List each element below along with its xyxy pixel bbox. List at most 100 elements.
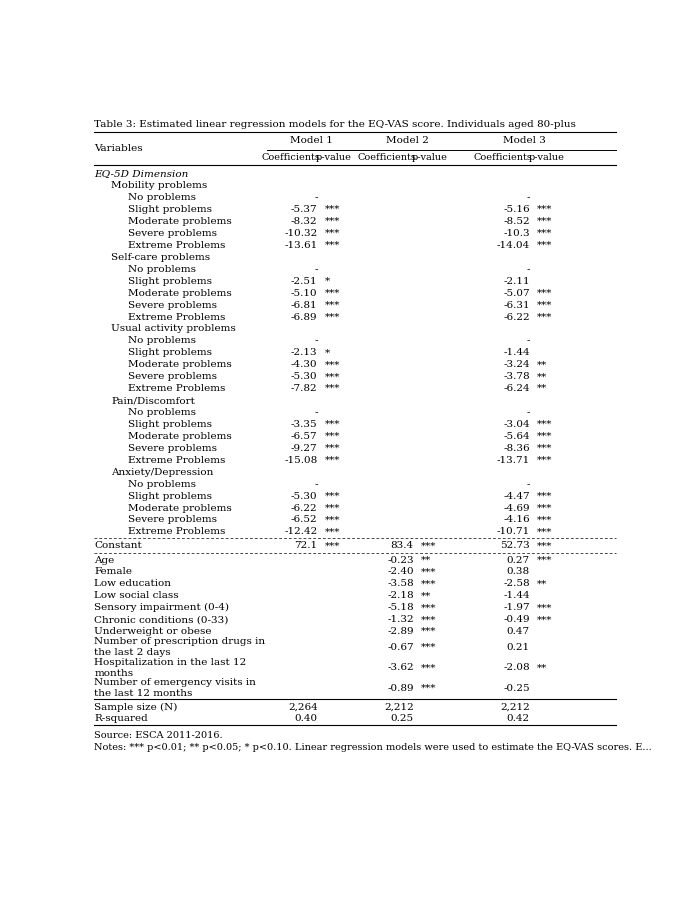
Text: -15.08: -15.08 (284, 456, 317, 465)
Text: -: - (527, 193, 530, 203)
Text: -: - (314, 193, 317, 203)
Text: ***: *** (537, 205, 552, 215)
Text: EQ-5D Dimension: EQ-5D Dimension (94, 170, 188, 178)
Text: Low education: Low education (94, 580, 171, 589)
Text: Table 3: Estimated linear regression models for the EQ-VAS score. Individuals ag: Table 3: Estimated linear regression mod… (94, 120, 577, 129)
Text: -13.61: -13.61 (284, 241, 317, 250)
Text: Model 1: Model 1 (290, 137, 333, 145)
Text: -10.32: -10.32 (284, 229, 317, 238)
Text: -2.11: -2.11 (503, 277, 530, 286)
Text: 0.21: 0.21 (507, 643, 530, 652)
Text: -8.32: -8.32 (291, 217, 317, 226)
Text: Pain/Discomfort: Pain/Discomfort (112, 396, 195, 405)
Text: -13.71: -13.71 (497, 456, 530, 465)
Text: ***: *** (324, 241, 340, 250)
Text: -5.10: -5.10 (291, 289, 317, 298)
Text: Severe problems: Severe problems (128, 301, 218, 310)
Text: Sample size (N): Sample size (N) (94, 702, 177, 712)
Text: 52.73: 52.73 (500, 541, 530, 550)
Text: ***: *** (324, 217, 340, 226)
Text: Severe problems: Severe problems (128, 515, 218, 525)
Text: Severe problems: Severe problems (128, 229, 218, 238)
Text: -6.89: -6.89 (291, 313, 317, 322)
Text: ***: *** (324, 444, 340, 453)
Text: 2,212: 2,212 (500, 702, 530, 712)
Text: -8.36: -8.36 (503, 444, 530, 453)
Text: Extreme Problems: Extreme Problems (128, 313, 226, 322)
Text: -5.16: -5.16 (503, 205, 530, 215)
Text: -: - (527, 480, 530, 489)
Text: -3.62: -3.62 (387, 663, 414, 672)
Text: ***: *** (537, 444, 552, 453)
Text: ***: *** (421, 541, 436, 550)
Text: 0.42: 0.42 (507, 714, 530, 724)
Text: ***: *** (537, 527, 552, 536)
Text: ***: *** (537, 503, 552, 513)
Text: Self-care problems: Self-care problems (112, 253, 211, 262)
Text: ***: *** (421, 627, 436, 636)
Text: -: - (527, 408, 530, 417)
Text: ***: *** (537, 541, 552, 550)
Text: ***: *** (324, 492, 340, 501)
Text: ***: *** (537, 603, 552, 613)
Text: Coefficients: Coefficients (261, 153, 320, 162)
Text: ***: *** (421, 643, 436, 652)
Text: -: - (314, 337, 317, 346)
Text: Slight problems: Slight problems (128, 348, 213, 358)
Text: -2.08: -2.08 (503, 663, 530, 672)
Text: -2.58: -2.58 (503, 580, 530, 589)
Text: ***: *** (324, 384, 340, 393)
Text: -14.04: -14.04 (497, 241, 530, 250)
Text: -2.18: -2.18 (387, 591, 414, 601)
Text: -2.13: -2.13 (291, 348, 317, 358)
Text: Sensory impairment (0-4): Sensory impairment (0-4) (94, 603, 229, 613)
Text: -5.18: -5.18 (387, 603, 414, 613)
Text: **: ** (537, 663, 547, 672)
Text: No problems: No problems (128, 265, 197, 274)
Text: 2,264: 2,264 (288, 702, 317, 712)
Text: ***: *** (421, 615, 436, 624)
Text: Moderate problems: Moderate problems (128, 289, 232, 298)
Text: -6.57: -6.57 (291, 432, 317, 441)
Text: Moderate problems: Moderate problems (128, 217, 232, 226)
Text: **: ** (537, 580, 547, 589)
Text: -2.40: -2.40 (387, 568, 414, 577)
Text: ***: *** (421, 580, 436, 589)
Text: -2.89: -2.89 (387, 627, 414, 636)
Text: ***: *** (537, 289, 552, 298)
Text: -6.81: -6.81 (291, 301, 317, 310)
Text: 0.25: 0.25 (391, 714, 414, 724)
Text: No problems: No problems (128, 193, 197, 203)
Text: **: ** (537, 372, 547, 381)
Text: p-value: p-value (316, 153, 352, 162)
Text: -5.30: -5.30 (291, 372, 317, 381)
Text: -12.42: -12.42 (284, 527, 317, 536)
Text: No problems: No problems (128, 480, 197, 489)
Text: -2.51: -2.51 (291, 277, 317, 286)
Text: ***: *** (537, 420, 552, 429)
Text: ***: *** (421, 603, 436, 613)
Text: Moderate problems: Moderate problems (128, 360, 232, 370)
Text: No problems: No problems (128, 337, 197, 346)
Text: ***: *** (324, 527, 340, 536)
Text: Slight problems: Slight problems (128, 277, 213, 286)
Text: Model 2: Model 2 (387, 137, 429, 145)
Text: Constant: Constant (94, 541, 142, 550)
Text: Mobility problems: Mobility problems (112, 182, 208, 190)
Text: Usual activity problems: Usual activity problems (112, 325, 236, 334)
Text: **: ** (421, 556, 431, 565)
Text: ***: *** (537, 556, 552, 565)
Text: ***: *** (421, 684, 436, 692)
Text: Anxiety/Depression: Anxiety/Depression (112, 468, 214, 477)
Text: ***: *** (537, 432, 552, 441)
Text: ***: *** (537, 492, 552, 501)
Text: ***: *** (324, 541, 340, 550)
Text: ***: *** (537, 515, 552, 525)
Text: *: * (324, 348, 330, 358)
Text: ***: *** (537, 241, 552, 250)
Text: Extreme Problems: Extreme Problems (128, 241, 226, 250)
Text: -3.24: -3.24 (503, 360, 530, 370)
Text: -4.47: -4.47 (503, 492, 530, 501)
Text: 0.47: 0.47 (507, 627, 530, 636)
Text: ***: *** (324, 456, 340, 465)
